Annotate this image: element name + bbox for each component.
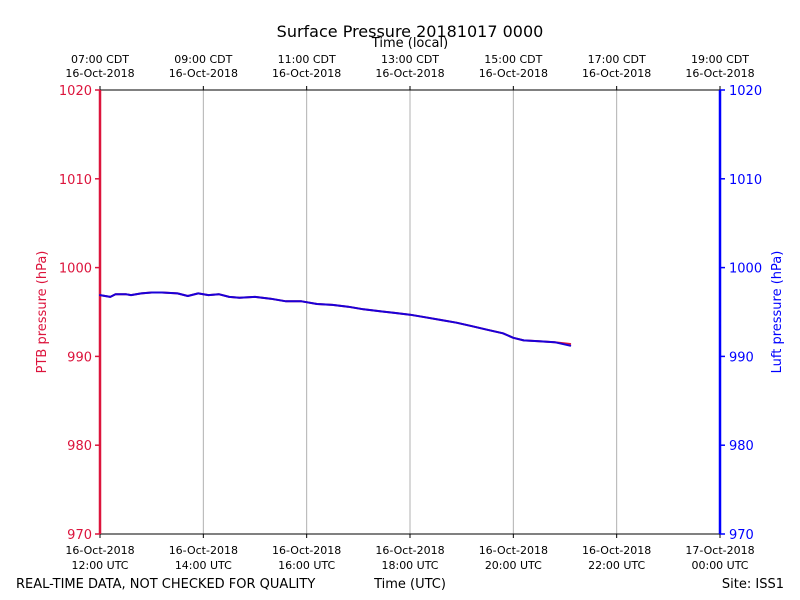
grid-lines	[202, 90, 618, 534]
left-y-tick-label: 970	[67, 528, 92, 543]
top-tick-label-time: 17:00 CDT	[588, 53, 646, 66]
top-tick-label-date: 16-Oct-2018	[479, 67, 548, 80]
right-y-tick-label: 990	[729, 350, 754, 365]
left-axis-label: PTB pressure (hPa)	[35, 251, 50, 374]
x-tick-label-time: 12:00 UTC	[71, 559, 128, 572]
top-tick-label-time: 13:00 CDT	[381, 53, 439, 66]
x-tick-label-time: 14:00 UTC	[175, 559, 232, 572]
left-y-tick-label: 1020	[59, 84, 92, 99]
right-y-tick-label: 970	[729, 528, 754, 543]
top-tick-label-time: 11:00 CDT	[278, 53, 336, 66]
series-luft-pressure-line	[99, 291, 572, 347]
top-axis-label: Time (local)	[371, 36, 448, 51]
x-tick-label-date: 16-Oct-2018	[272, 544, 341, 557]
right-y-tick-label: 980	[729, 439, 754, 454]
chart-title: Surface Pressure 20181017 0000	[277, 22, 544, 41]
x-axis-label: Time (UTC)	[373, 577, 446, 592]
x-tick-label-time: 00:00 UTC	[691, 559, 748, 572]
right-y-tick-label: 1000	[729, 262, 762, 277]
right-y-tick-label: 1020	[729, 84, 762, 99]
x-tick-label-time: 18:00 UTC	[381, 559, 438, 572]
left-y-tick-label: 980	[67, 439, 92, 454]
left-y-tick-label: 990	[67, 350, 92, 365]
x-tick-label-date: 16-Oct-2018	[169, 544, 238, 557]
x-tick-label-time: 22:00 UTC	[588, 559, 645, 572]
top-tick-label-date: 16-Oct-2018	[582, 67, 651, 80]
x-tick-label-date: 17-Oct-2018	[685, 544, 754, 557]
top-tick-label-date: 16-Oct-2018	[169, 67, 238, 80]
left-y-tick-label: 1000	[59, 262, 92, 277]
top-tick-label-time: 09:00 CDT	[174, 53, 232, 66]
x-tick-label-date: 16-Oct-2018	[479, 544, 548, 557]
top-tick-label-time: 15:00 CDT	[484, 53, 542, 66]
x-tick-label-date: 16-Oct-2018	[375, 544, 444, 557]
top-tick-label-date: 16-Oct-2018	[685, 67, 754, 80]
quality-disclaimer: REAL-TIME DATA, NOT CHECKED FOR QUALITY	[16, 577, 315, 592]
right-axis-label: Luft pressure (hPa)	[770, 251, 785, 374]
axis-ticks: 16-Oct-2018 12:00 UTC 16-Oct-2018 14:00 UTC…	[59, 53, 762, 572]
top-tick-label-time: 07:00 CDT	[71, 53, 129, 66]
x-tick-label-time: 20:00 UTC	[485, 559, 542, 572]
x-tick-label-date: 16-Oct-2018	[582, 544, 651, 557]
top-tick-label-date: 16-Oct-2018	[65, 67, 134, 80]
x-tick-label-date: 16-Oct-2018	[65, 544, 134, 557]
top-tick-label-date: 16-Oct-2018	[375, 67, 444, 80]
right-y-tick-label: 1010	[729, 173, 762, 188]
x-tick-label-time: 16:00 UTC	[278, 559, 335, 572]
top-tick-label-time: 19:00 CDT	[691, 53, 749, 66]
series-lines	[99, 291, 572, 347]
left-y-tick-label: 1010	[59, 173, 92, 188]
site-label: Site: ISS1	[722, 577, 784, 592]
top-tick-label-date: 16-Oct-2018	[272, 67, 341, 80]
